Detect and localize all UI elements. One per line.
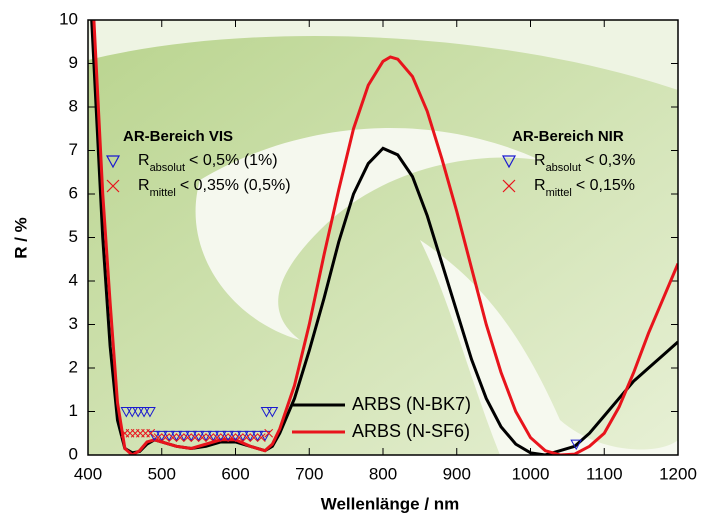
annotation-entry: Rmittel < 0,15% [534,177,635,199]
cross-marker [146,428,156,438]
x-tick-label: 1200 [659,464,697,483]
x-tick-label: 900 [443,464,471,483]
x-tick-label: 500 [148,464,176,483]
legend-label: ARBS (N-BK7) [352,394,471,414]
annotation-entry: Rabsolut < 0,5% (1%) [138,152,278,174]
cross-marker [249,433,259,442]
x-tick-label: 1100 [586,464,623,483]
triangle-marker [260,407,273,418]
cross-marker [227,433,237,442]
legend-cross [106,179,120,193]
cross-marker [242,433,251,442]
annotation-title: AR-Bereich NIR [512,128,624,145]
entry-text: < 0,5% (1%) [189,152,277,169]
y-axis-label: R / % [11,217,30,259]
annotation-entry: Rmittel < 0,35% (0,5%) [138,177,291,199]
x-tick-label: 1000 [512,464,550,483]
triangle-marker [138,407,150,418]
y-tick-label: 7 [69,140,78,159]
triangle-marker [126,407,139,418]
cross-marker [234,433,244,442]
x-axis-label: Wellenlänge / nm [321,494,460,513]
y-tick-label: 3 [69,314,78,333]
legend-label: ARBS (N-SF6) [352,421,470,441]
cross-marker [220,433,229,442]
background-art [88,20,678,455]
cross-marker [168,433,178,442]
annotation-entry: Rabsolut < 0,3% [534,152,635,174]
triangle-marker [120,407,133,418]
cross-marker [183,433,192,442]
entry-symbol: R [534,152,546,169]
y-tick-label: 8 [69,96,78,115]
triangle-marker [570,439,583,451]
x-tick-label: 400 [74,464,102,483]
cross-marker [205,433,215,442]
x-tick-label: 700 [295,464,323,483]
cross-marker [256,433,266,442]
entry-text: < 0,35% (0,5%) [180,177,291,194]
entry-subscript: mittel [546,187,572,199]
y-tick-label: 10 [59,9,78,28]
cross-marker [264,428,274,438]
entry-text: < 0,15% [576,177,635,194]
y-tick-label: 1 [69,401,78,420]
x-tick-label: 600 [221,464,249,483]
cross-marker [153,433,163,442]
triangle-marker [144,407,156,418]
x-tick-label: 800 [369,464,397,483]
triangle-marker [132,407,144,418]
y-tick-label: 4 [69,270,78,289]
legend-triangle [105,155,121,169]
cross-marker [161,433,170,442]
cross-marker [197,433,207,442]
cross-marker [212,433,222,442]
cross-marker [175,433,185,442]
y-tick-label: 6 [69,183,78,202]
entry-text: < 0,3% [585,152,635,169]
y-tick-label: 0 [69,444,78,463]
entry-symbol: R [138,177,150,194]
y-tick-label: 5 [69,227,78,246]
plot-frame [87,19,679,456]
triangle-marker [266,407,279,418]
y-tick-label: 2 [69,357,78,376]
entry-symbol: R [534,177,546,194]
cross-marker [190,433,200,442]
legend-triangle [501,155,517,169]
entry-subscript: absolut [150,162,185,174]
entry-subscript: mittel [150,187,176,199]
legend-cross [502,179,516,193]
y-tick-label: 9 [69,53,78,72]
entry-symbol: R [138,152,150,169]
annotation-title: AR-Bereich VIS [123,128,233,145]
entry-subscript: absolut [546,162,581,174]
